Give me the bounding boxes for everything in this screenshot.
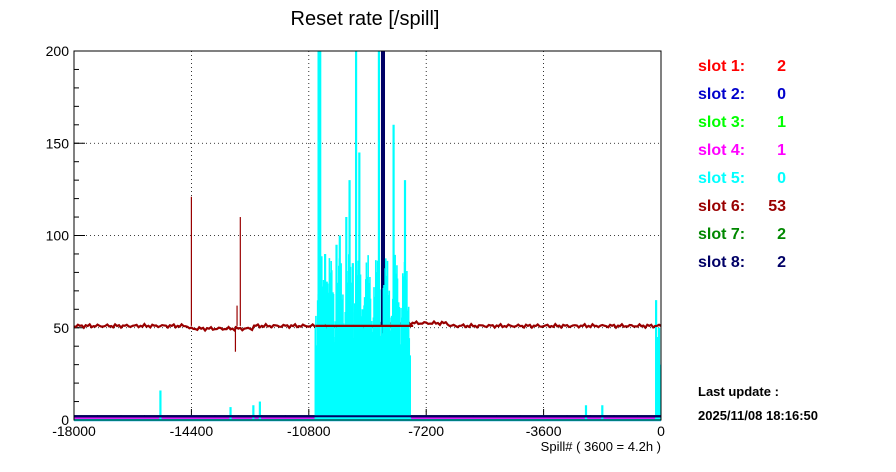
legend-entry-value: 1 (777, 142, 786, 159)
legend-entry-value: 0 (777, 86, 786, 103)
legend-entry-label: slot 2: (698, 86, 746, 103)
legend-entry: slot 6: 53 (698, 198, 878, 226)
legend-entry-label: slot 3: (698, 114, 746, 131)
legend-entry: slot 7: 2 (698, 226, 878, 254)
last-update-time: 2025/11/08 18:16:50 (698, 408, 818, 423)
legend-entry: slot 5: 0 (698, 170, 878, 198)
y-tick-label: 100 (46, 228, 70, 244)
x-tick-label: -10800 (287, 423, 331, 439)
legend-entry: slot 3: 1 (698, 114, 878, 142)
x-tick-label: -7200 (408, 423, 444, 439)
y-tick-label: 50 (53, 320, 69, 336)
legend-entry: slot 2: 0 (698, 86, 878, 114)
plot-frame-outline (73, 50, 662, 421)
legend-entry-value: 1 (777, 114, 786, 131)
x-tick-label: 0 (657, 423, 665, 439)
legend-entry-label: slot 1: (698, 58, 746, 75)
legend-entry: slot 8: 2 (698, 254, 878, 282)
legend-entry-label: slot 8: (698, 254, 746, 271)
legend-entry-label: slot 7: (698, 226, 746, 243)
legend-entry-value: 2 (777, 254, 786, 271)
y-tick-label: 0 (61, 412, 69, 428)
last-update-label: Last update : (698, 384, 779, 399)
y-tick-label: 150 (46, 135, 70, 151)
legend-entry-value: 2 (777, 58, 786, 75)
legend-entry: slot 4: 1 (698, 142, 878, 170)
legend-entry-label: slot 4: (698, 142, 746, 159)
legend-entry: slot 1: 2 (698, 58, 878, 86)
x-axis-title: Spill# ( 3600 = 4.2h ) (541, 439, 661, 454)
x-tick-label: -18000 (52, 423, 96, 439)
x-tick-label: -14400 (170, 423, 214, 439)
legend-entry-value: 53 (768, 198, 786, 215)
legend-entry-label: slot 5: (698, 170, 746, 187)
legend-entry-label: slot 6: (698, 198, 746, 215)
y-tick-label: 200 (46, 43, 70, 59)
legend: slot 1: 2 slot 2: 0 slot 3: 1 slot 4: 1 slot 5: 0… (698, 58, 878, 282)
legend-entry-value: 2 (777, 226, 786, 243)
legend-entry-value: 0 (777, 170, 786, 187)
chart-title: Reset rate [/spill] (290, 8, 440, 30)
x-tick-label: -3600 (526, 423, 562, 439)
